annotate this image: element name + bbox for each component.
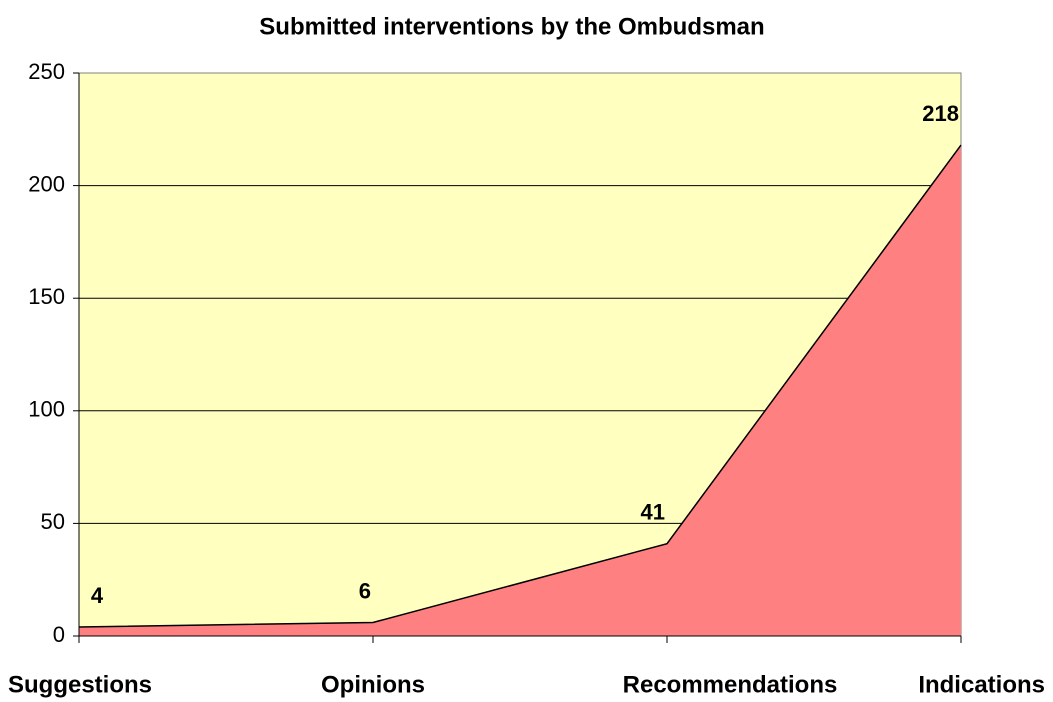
data-label: 6 xyxy=(359,578,371,603)
chart-title: Submitted interventions by the Ombudsman xyxy=(259,13,764,40)
y-tick-label: 50 xyxy=(41,509,65,534)
area xyxy=(79,145,961,636)
data-label: 4 xyxy=(91,583,104,608)
y-tick-label: 0 xyxy=(53,622,65,647)
y-tick-label: 150 xyxy=(28,284,65,309)
data-label: 41 xyxy=(641,499,665,524)
x-tick-label: Indications xyxy=(918,671,1045,698)
y-tick-label: 250 xyxy=(28,59,65,84)
x-tick-label: Opinions xyxy=(321,671,425,698)
y-tick-label: 100 xyxy=(28,397,65,422)
data-label: 218 xyxy=(922,101,959,126)
y-tick-label: 200 xyxy=(28,171,65,196)
x-tick-label: Recommendations xyxy=(623,671,838,698)
area-line xyxy=(78,144,962,628)
x-tick-label: Suggestions xyxy=(8,671,152,698)
